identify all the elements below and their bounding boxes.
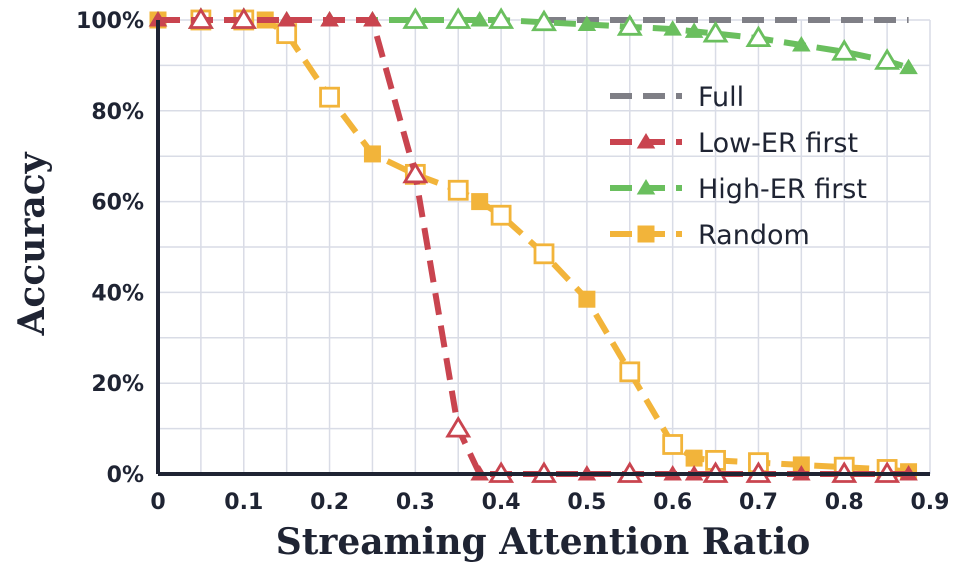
data-point-low-er-first	[363, 11, 382, 27]
data-point-high-er-first	[531, 9, 557, 32]
data-point-random	[533, 243, 555, 265]
data-point-low-er-first	[320, 11, 339, 27]
y-tick-label: 100%	[76, 9, 144, 34]
data-point-high-er-first	[402, 7, 429, 29]
x-axis-title: Streaming Attention Ratio	[276, 521, 811, 563]
legend-entry-high-er-first: High-ER first	[610, 174, 867, 205]
legend: Full Low-ER first High-ER first Random	[610, 82, 867, 251]
data-point-random	[363, 145, 381, 163]
tick-labels: 0 0.1 0.2 0.3 0.4 0.5 0.6 0.7 0.8 0.9 0% 20% 40% 60% 8…	[76, 9, 949, 515]
data-point-high-er-first	[445, 7, 472, 29]
y-tick-label: 40%	[91, 281, 144, 306]
x-tick-label: 0.5	[567, 490, 606, 515]
series-line-random	[158, 17, 909, 475]
legend-entry-low-er-first: Low-ER first	[610, 128, 858, 159]
legend-label-full: Full	[698, 82, 744, 113]
data-point-high-er-first	[488, 7, 515, 29]
legend-entry-full: Full	[610, 82, 744, 113]
x-tick-label: 0.2	[310, 490, 349, 515]
data-point-random	[619, 361, 641, 383]
data-point-high-er-first	[616, 14, 643, 36]
data-point-random	[447, 179, 469, 201]
legend-label-high-er-first: High-ER first	[698, 174, 867, 205]
data-point-random	[319, 86, 340, 108]
x-tick-label: 0.3	[396, 490, 435, 515]
legend-label-low-er-first: Low-ER first	[698, 128, 858, 159]
legend-entry-random: Random	[610, 220, 810, 251]
x-tick-label: 0	[150, 490, 165, 515]
data-point-high-er-first	[792, 35, 811, 52]
data-point-low-er-first	[445, 415, 472, 438]
data-point-low-er-first	[402, 161, 429, 184]
x-tick-label: 0.4	[482, 490, 521, 515]
data-point-random	[471, 193, 489, 211]
x-tick-label: 0.9	[911, 490, 950, 515]
x-tick-label: 0.7	[739, 490, 778, 515]
data-point-random	[490, 204, 512, 226]
legend-label-random: Random	[698, 220, 810, 251]
y-tick-label: 0%	[107, 463, 144, 488]
series-layer	[148, 7, 918, 483]
y-axis-title: Accuracy	[11, 151, 53, 336]
data-point-random	[662, 434, 684, 455]
data-point-high-er-first	[663, 20, 682, 36]
data-point-low-er-first	[230, 7, 257, 29]
data-point-high-er-first	[702, 20, 729, 43]
axes	[156, 20, 930, 476]
legend-marker-high-er-first	[636, 179, 656, 195]
data-point-high-er-first	[684, 22, 704, 38]
data-point-random	[578, 290, 596, 308]
data-point-high-er-first	[470, 11, 489, 27]
data-point-high-er-first	[874, 48, 901, 70]
x-tick-label: 0.6	[653, 490, 692, 515]
data-point-low-er-first	[187, 7, 214, 29]
data-point-random	[276, 23, 298, 45]
data-point-high-er-first	[899, 58, 918, 75]
data-point-random	[685, 449, 703, 467]
data-point-high-er-first	[745, 25, 772, 48]
y-tick-label: 80%	[91, 100, 144, 125]
x-tick-label: 0.1	[224, 490, 263, 515]
data-point-low-er-first	[277, 11, 296, 27]
legend-marker-random	[637, 225, 655, 243]
legend-marker-low-er-first	[636, 133, 656, 149]
y-tick-label: 60%	[91, 191, 144, 216]
x-tick-label: 0.8	[825, 490, 864, 515]
data-point-high-er-first	[577, 15, 597, 32]
data-point-high-er-first	[831, 39, 858, 61]
y-tick-label: 20%	[91, 372, 144, 397]
